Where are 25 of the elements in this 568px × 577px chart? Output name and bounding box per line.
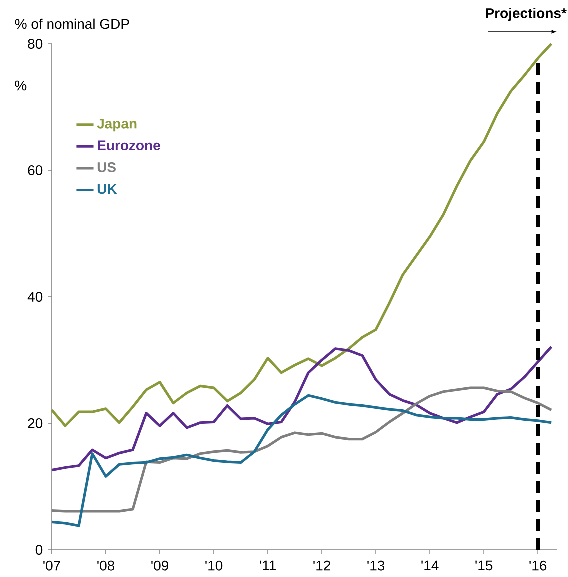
y-tick-label: 60 <box>28 166 43 176</box>
x-tick-label: '07 <box>44 560 60 571</box>
x-tick-label: '15 <box>476 560 493 571</box>
legend-label: US <box>98 162 116 172</box>
y-tick-label: 40 <box>28 292 43 302</box>
x-tick-label: '13 <box>368 560 385 571</box>
legend-label: Japan <box>97 119 137 132</box>
chart-title: % of nominal GDP <box>15 18 130 30</box>
x-tick-label: '08 <box>98 560 115 571</box>
x-tick-label: '16 <box>530 560 547 571</box>
y-tick-label: 80 <box>28 39 43 49</box>
legend-label: Eurozone <box>98 140 160 151</box>
y-tick-label: 0 <box>36 545 43 555</box>
y-tick-label: 20 <box>28 418 43 428</box>
x-tick-label: '10 <box>206 560 223 571</box>
ref-line-label: Projections* <box>486 8 567 22</box>
x-tick-label: '14 <box>422 560 439 570</box>
line-series <box>50 346 553 472</box>
line-series <box>50 42 553 428</box>
legend-label: UK <box>98 184 118 194</box>
x-tick-label: '09 <box>152 560 168 571</box>
line-series <box>50 394 553 528</box>
x-tick-label: '12 <box>314 560 330 571</box>
y-axis-title: % <box>15 80 27 91</box>
x-tick-label: '11 <box>260 560 276 570</box>
